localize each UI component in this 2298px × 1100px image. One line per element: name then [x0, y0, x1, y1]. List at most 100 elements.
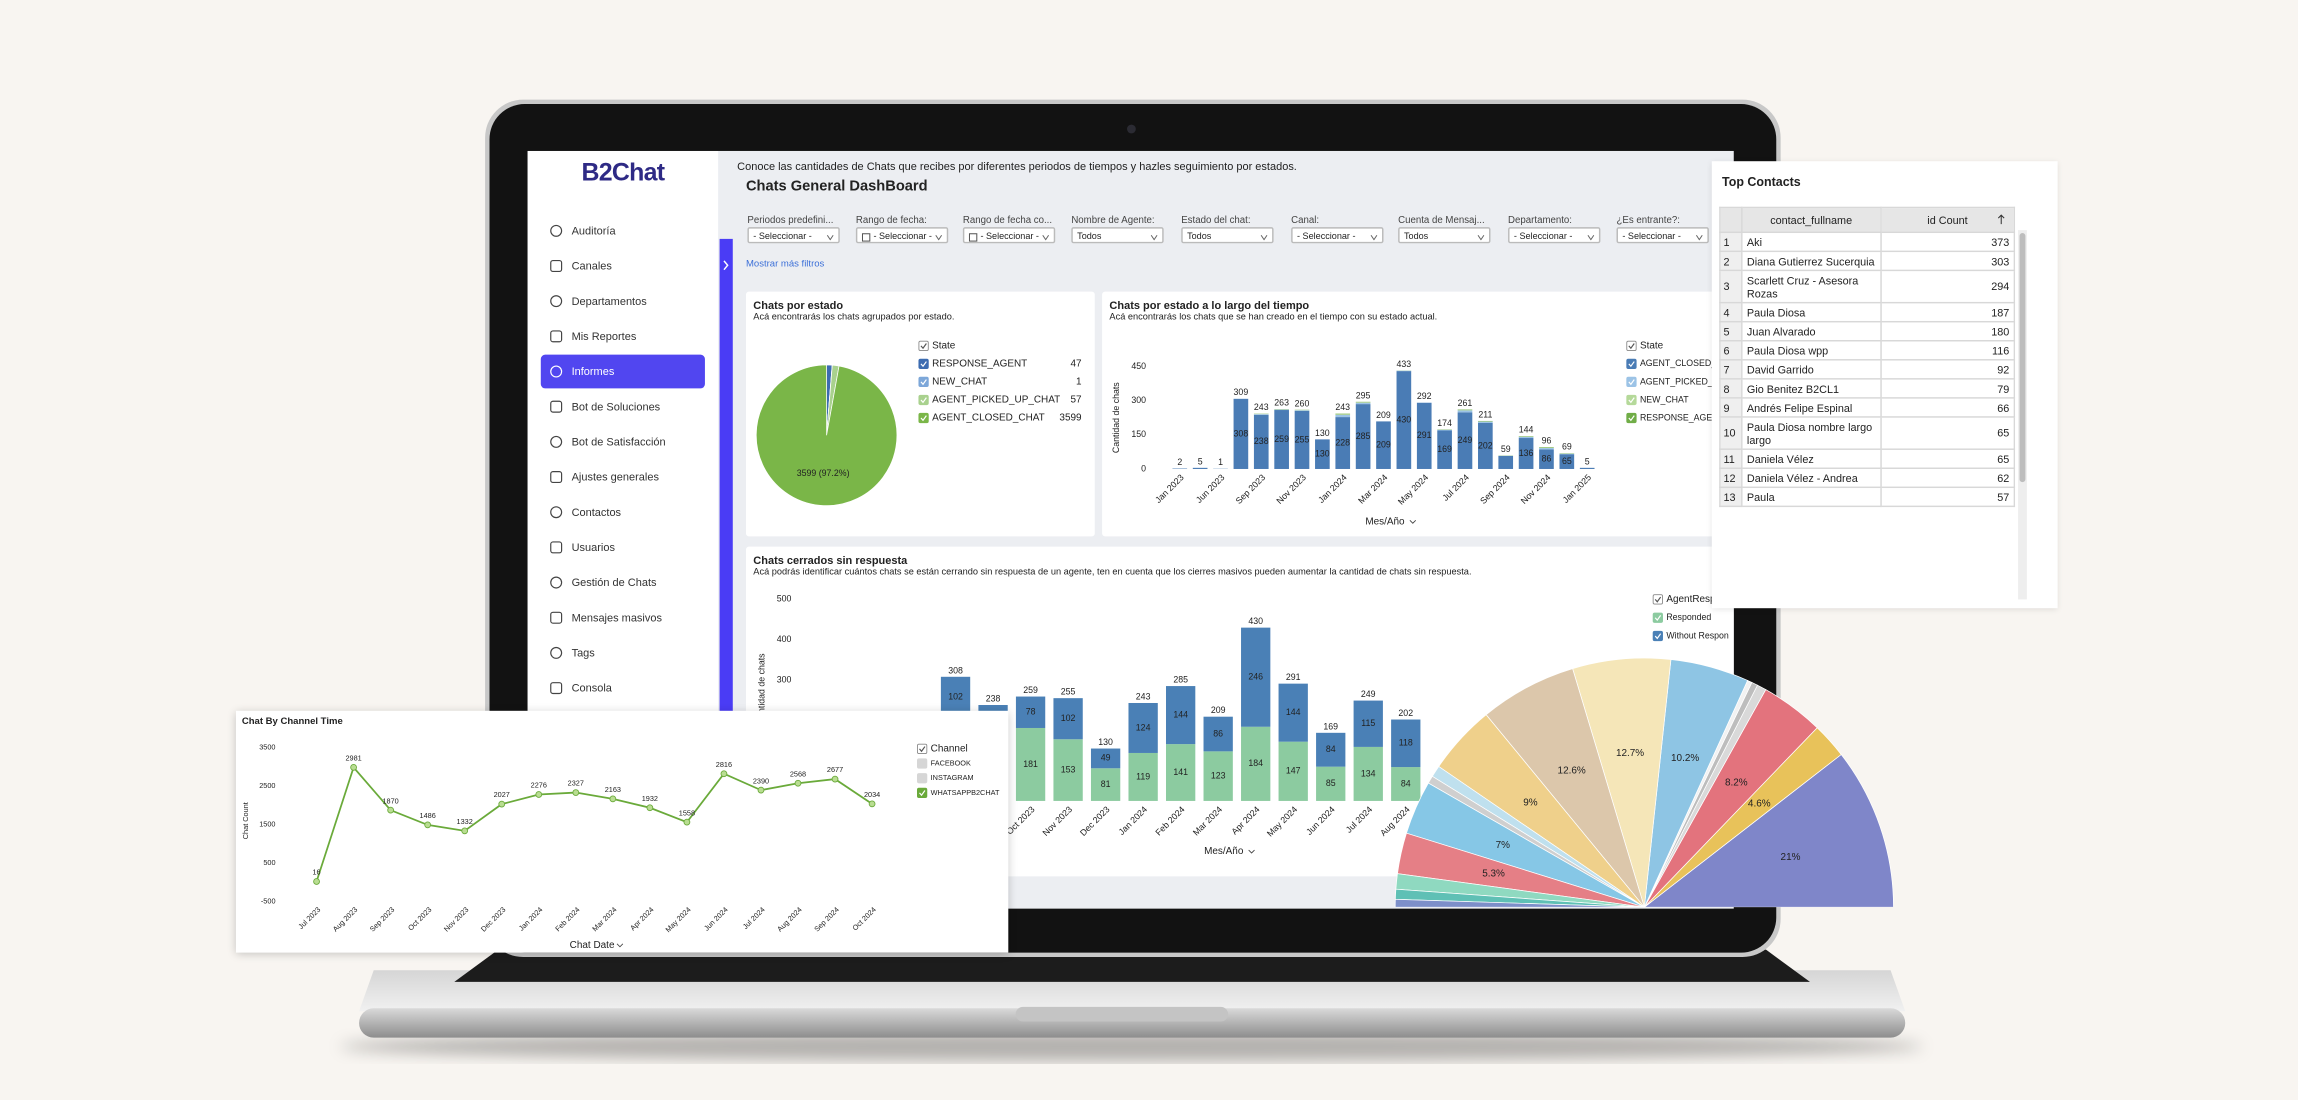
- pie-slice: [755, 364, 898, 506]
- line-point: [572, 789, 580, 796]
- bar-segment-label: 249: [1458, 435, 1473, 445]
- table-cell: 116: [1879, 340, 2016, 361]
- menu-icon: [550, 540, 563, 553]
- bar-total-label: 144: [1519, 425, 1534, 435]
- data-label: 2034: [864, 790, 880, 799]
- legend-check: [920, 379, 927, 386]
- menu-item[interactable]: Bot de Satisfacción: [541, 424, 705, 458]
- chevron: [1260, 234, 1268, 240]
- y-tick-label: 300: [777, 674, 792, 684]
- menu-item[interactable]: Contactos: [541, 495, 705, 529]
- table-cell: Gio Benitez B2CL1: [1741, 378, 1882, 399]
- filter-select[interactable]: - Seleccionar -: [855, 227, 949, 244]
- line-point: [757, 786, 765, 794]
- bar-segment-label: 259: [1274, 434, 1289, 444]
- legend-value: 3599: [1059, 413, 1082, 424]
- filter-select[interactable]: - Seleccionar -: [1508, 227, 1601, 244]
- bar-segment-label: 285: [1356, 431, 1371, 441]
- menu-item[interactable]: Departamentos: [541, 284, 705, 318]
- menu-item[interactable]: Informes: [540, 353, 705, 388]
- filter-select[interactable]: Todos: [1398, 227, 1491, 244]
- filter-select[interactable]: Todos: [1181, 227, 1274, 244]
- logo: B2Chat: [581, 158, 665, 187]
- legend-label: WHATSAPPB2CHAT: [931, 788, 1000, 797]
- menu-label: Mensajes masivos: [571, 611, 662, 625]
- filter-select[interactable]: Todos: [1071, 227, 1164, 244]
- bar-segment: [1391, 767, 1421, 801]
- sort-arrow: [1997, 214, 2005, 225]
- menu-item[interactable]: Consola: [541, 670, 705, 704]
- filter-select[interactable]: - Seleccionar -: [747, 227, 840, 244]
- legend-title: AgentResp: [1666, 594, 1716, 605]
- legend-label: Without Respon: [1666, 630, 1729, 640]
- menu-icon: [550, 294, 563, 307]
- bar-segment: [1478, 421, 1493, 423]
- bar-segment-label: 255: [1295, 434, 1310, 444]
- menu-label: Consola: [571, 681, 612, 695]
- filter-label: Periodos predefini...: [747, 215, 834, 226]
- bar-segment: [1015, 696, 1046, 728]
- bar-segment-label: 184: [1248, 758, 1263, 768]
- filter-select[interactable]: - Seleccionar -: [1291, 227, 1384, 244]
- filter-value: Todos: [1187, 231, 1212, 242]
- line-point: [424, 821, 432, 829]
- description: Conoce las cantidades de Chats que recib…: [737, 159, 1297, 173]
- bar-segment-label: 209: [1376, 440, 1391, 450]
- menu-item[interactable]: Usuarios: [541, 530, 705, 564]
- legend-check: [1628, 361, 1635, 368]
- menu-item[interactable]: Gestión de Chats: [541, 565, 705, 599]
- panel-title: Chats por estado a lo largo del tiempo: [1109, 298, 1310, 313]
- filter-label: Canal:: [1291, 215, 1320, 226]
- menu-item[interactable]: Mensajes masivos: [541, 600, 705, 634]
- bar-total-label: 259: [1023, 685, 1038, 695]
- more-filters[interactable]: Mostrar más filtros: [745, 259, 825, 270]
- table-row: 12 Daniela Vélez - Andrea 62: [1719, 467, 2016, 489]
- table-header-cell[interactable]: contact_fullname: [1741, 206, 1882, 234]
- bar-segment: [1316, 766, 1346, 801]
- bar-total-label: 209: [1211, 705, 1226, 715]
- bar-total-label: 174: [1437, 418, 1452, 428]
- sort-icon: [1997, 214, 2005, 225]
- bar-segment: [1253, 414, 1269, 415]
- menu-label: Mis Reportes: [571, 329, 637, 343]
- filter-select[interactable]: - Seleccionar -: [1616, 227, 1709, 244]
- menu-item[interactable]: Ajustes generales: [541, 459, 705, 493]
- table-row: 8 Gio Benitez B2CL1 79: [1719, 378, 2016, 399]
- table-cell: Paula Diosa nombre largo largo: [1741, 416, 1882, 450]
- bar-segment: [1203, 751, 1233, 801]
- bar-total-label: 202: [1398, 708, 1413, 718]
- menu-item[interactable]: Canales: [541, 248, 705, 282]
- bar-segment-label: 130: [1315, 449, 1330, 459]
- bar-total-label: 249: [1361, 689, 1376, 699]
- bar-total-label: 243: [1136, 691, 1151, 701]
- x-axis-label: Mes/Año: [1365, 516, 1405, 527]
- bar-segment-label: 85: [1326, 778, 1336, 788]
- bar-segment-label: 49: [1101, 753, 1111, 763]
- menu-item[interactable]: Bot de Soluciones: [541, 389, 705, 423]
- filter-select[interactable]: - Seleccionar -: [962, 227, 1056, 244]
- table-cell: 180: [1879, 320, 2016, 342]
- panel-subtitle: Acá encontrarás los chats que se han cre…: [1109, 312, 1438, 323]
- dropdown-chevron: [826, 234, 834, 240]
- bar-segment: [1416, 402, 1432, 469]
- data-label: 2981: [345, 754, 361, 763]
- menu-item[interactable]: Auditoría: [541, 213, 705, 247]
- calendar-icon: [968, 232, 978, 241]
- collapse-strip[interactable]: [719, 238, 733, 799]
- table-cell: 66: [1879, 397, 2016, 418]
- bar-total-label: 130: [1315, 428, 1330, 438]
- bar-total-label: 96: [1542, 436, 1552, 446]
- scroll-thumb[interactable]: [2019, 233, 2026, 483]
- legend-label: NEW_CHAT: [932, 377, 987, 388]
- bar-segment: [1192, 467, 1208, 469]
- bar-segment-label: 147: [1286, 766, 1301, 776]
- menu-item[interactable]: Tags: [541, 635, 705, 669]
- data-label: 2816: [716, 760, 732, 769]
- menu-item[interactable]: Mis Reportes: [541, 319, 705, 353]
- bar-total-label: 433: [1397, 359, 1412, 369]
- table-header-cell[interactable]: id Count: [1879, 206, 2016, 234]
- bar-segment: [1128, 702, 1158, 753]
